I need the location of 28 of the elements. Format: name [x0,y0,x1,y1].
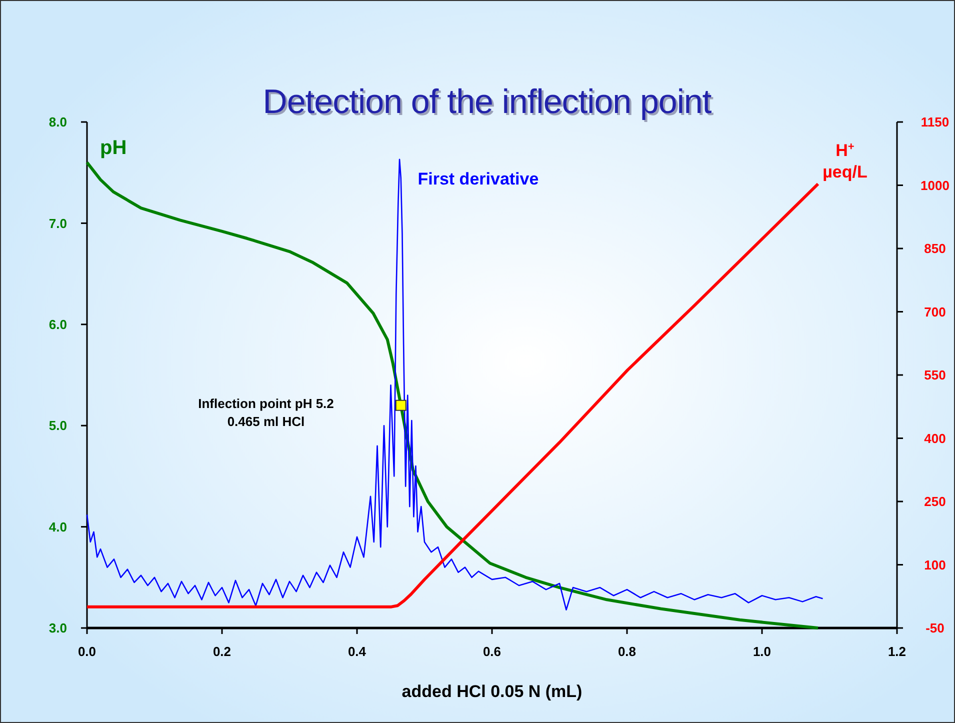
y-tick-label: 4.0 [48,519,67,534]
y2-tick-label: 550 [924,368,946,383]
y2-tick-label: 100 [924,557,946,572]
y2-tick-label: 1150 [920,114,950,130]
x-tick-label: 1.2 [888,644,906,659]
y-tick-label: 5.0 [48,418,67,434]
x-axis-title: added HCl 0.05 N (mL) [402,682,582,701]
x-tick-label: 0.8 [618,644,636,659]
annotation: Inflection point pH 5.2 0.465 ml HCl [198,396,334,430]
y-tick-label: 7.0 [48,216,67,231]
y2-tick-label: -50 [926,620,944,636]
x-tick-label: 0.0 [78,644,96,659]
y2-tick-label: 400 [924,430,946,446]
x-tick-label: 0.2 [212,644,232,659]
y-tick-label: 8.0 [48,114,67,130]
y-tick-label: 6.0 [48,316,67,332]
y2-tick-label: 250 [924,494,946,510]
x-tick-label: 0.4 [348,644,367,659]
y2-tick-label: 1000 [920,178,950,193]
y-axis-title: pH [100,137,127,159]
y2-axis-title: H$^{+}$ µeq/L [822,141,868,182]
y2-tick-label: 850 [924,241,946,256]
x-tick-label: 1.0 [752,644,772,659]
y2-tick-label: 700 [924,304,946,320]
chart-title: Detection of the inflection point [264,85,714,123]
x-tick-label: 0.6 [482,644,502,659]
y-tick-label: 3.0 [48,620,67,636]
series-label: First derivative [418,170,539,189]
